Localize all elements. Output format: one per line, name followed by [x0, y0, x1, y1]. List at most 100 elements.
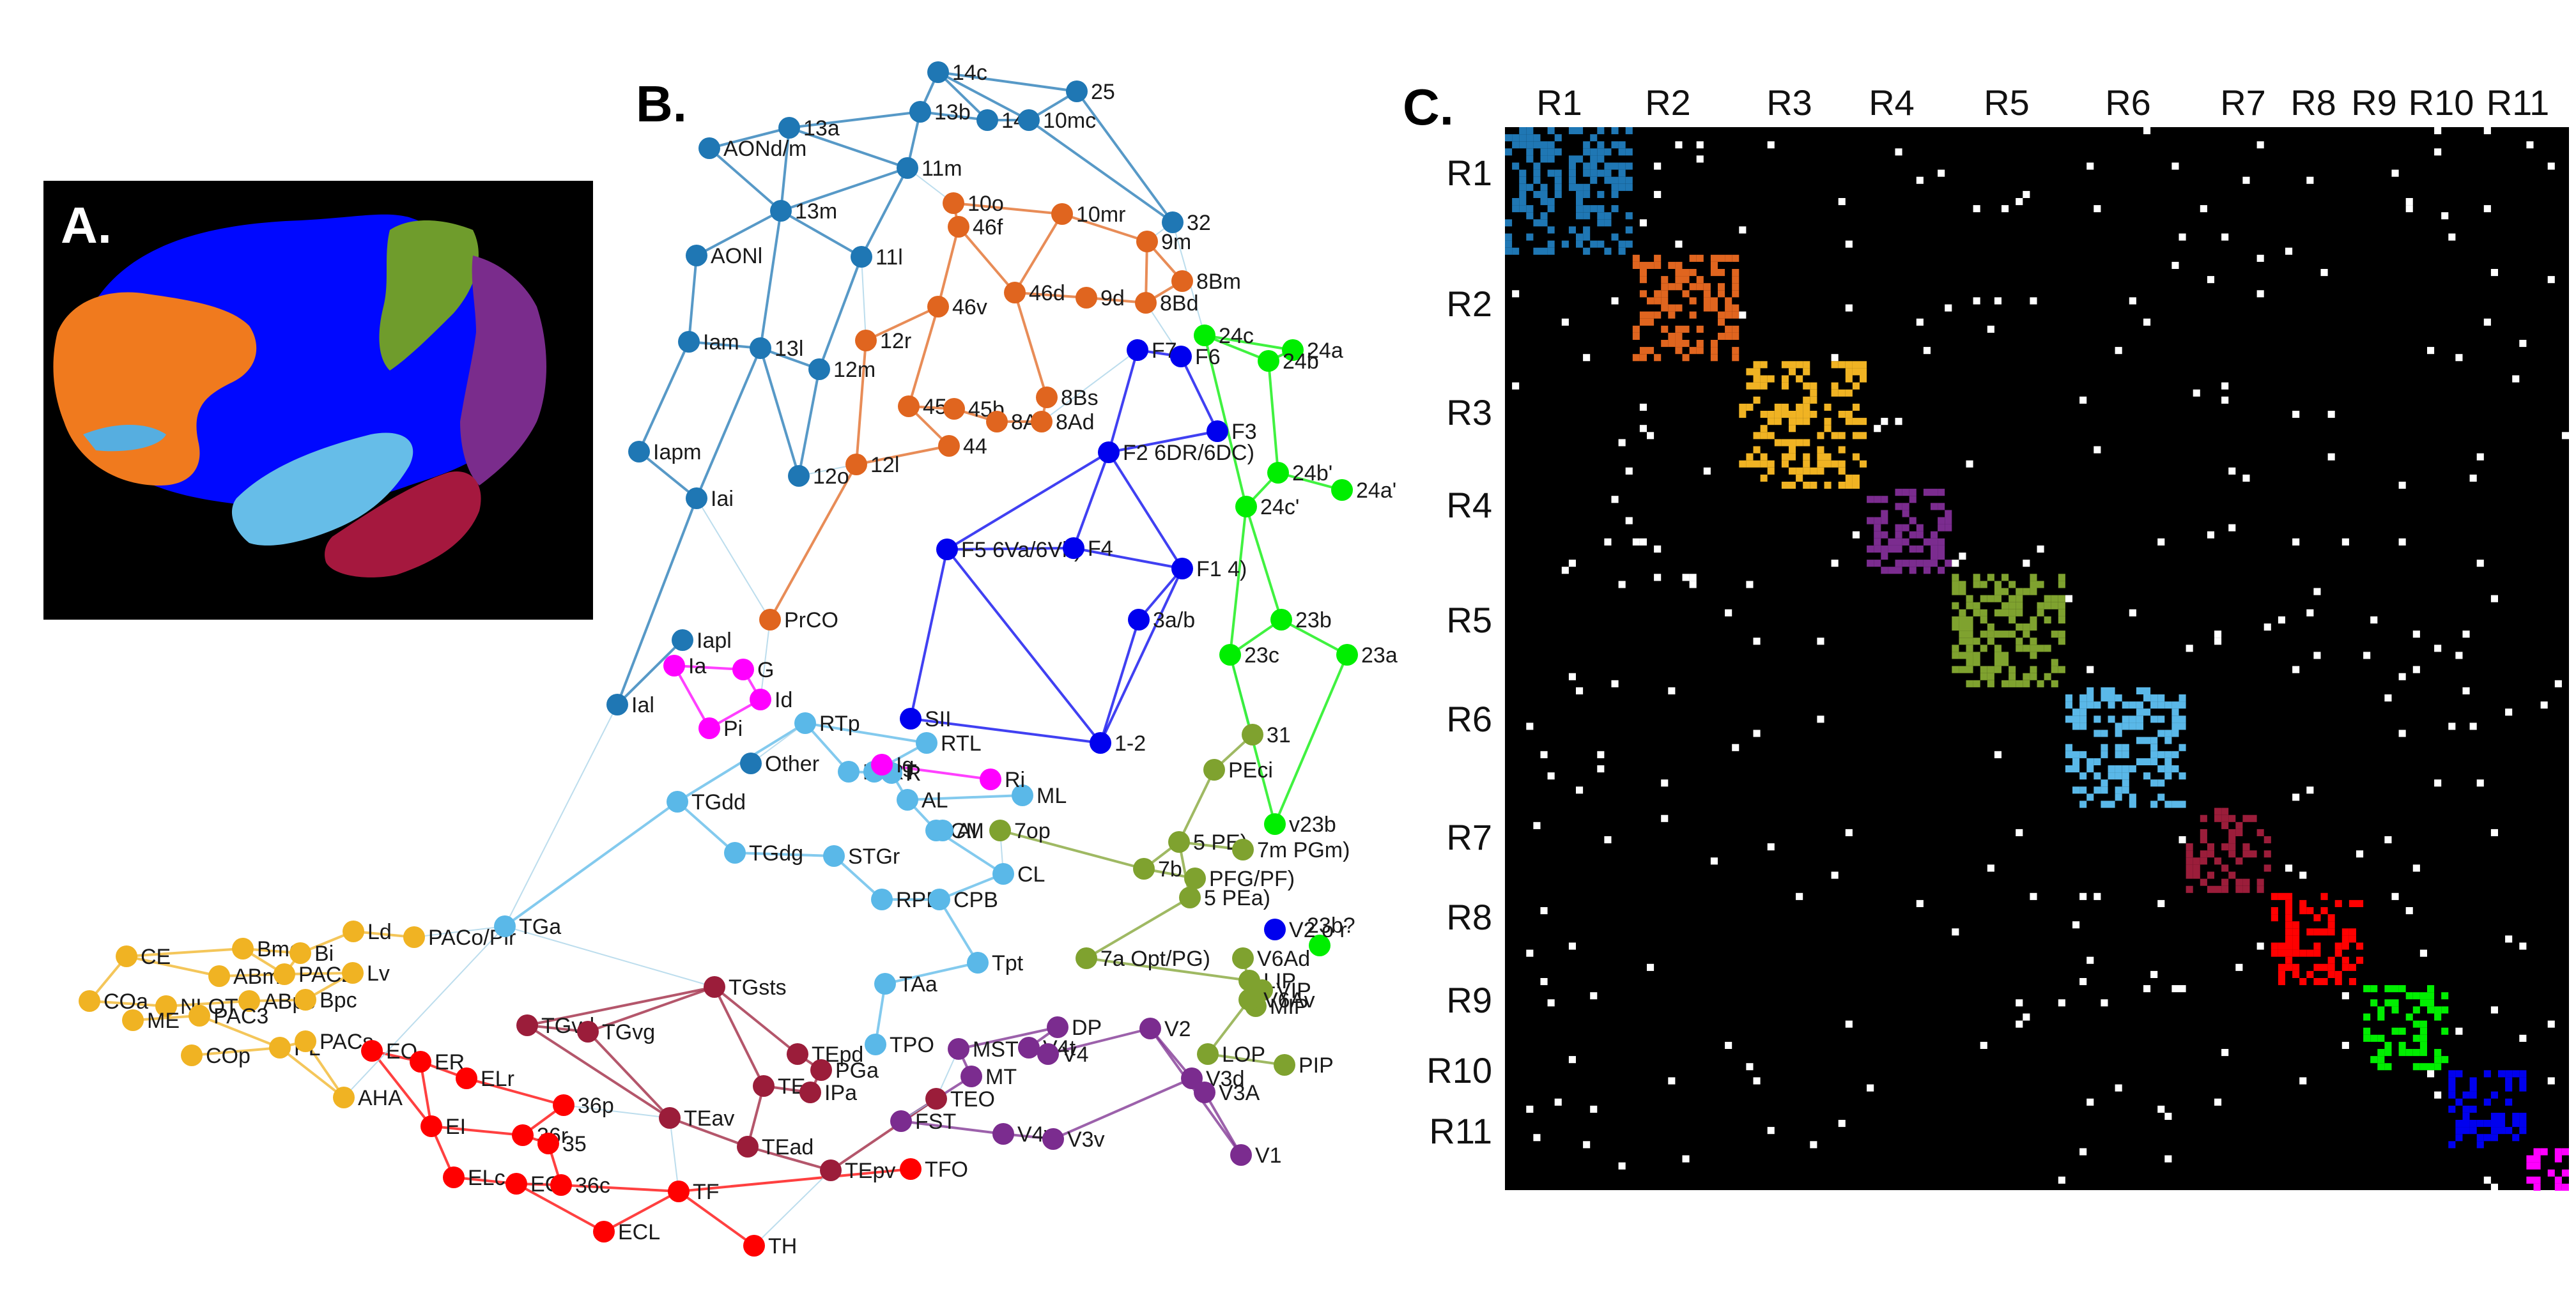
- matrix-cell: [2476, 453, 2484, 461]
- matrix-cell: [2214, 638, 2222, 645]
- matrix-cell: [2016, 999, 2023, 1007]
- matrix-cell: [1845, 411, 1853, 418]
- matrix-cell: [2398, 730, 2406, 737]
- matrix-cell: [1909, 517, 1917, 524]
- network-node: F6: [1170, 345, 1221, 369]
- network-node: TEO: [925, 1087, 995, 1112]
- matrix-cell: [2179, 836, 2186, 844]
- matrix-cell: [1568, 176, 1576, 184]
- matrix-cell: [1654, 162, 1662, 170]
- network-node-dot: [753, 1075, 775, 1097]
- network-node-dot: [967, 952, 989, 974]
- network-node: V3v: [1042, 1128, 1105, 1152]
- matrix-cell: [1583, 354, 1591, 362]
- matrix-cell: [2405, 907, 2413, 915]
- brain-inferior-temporal-region: [325, 471, 481, 577]
- matrix-cell: [1845, 474, 1853, 482]
- network-node-dot: [787, 1043, 808, 1065]
- network-node-dot: [851, 246, 872, 268]
- matrix-cell: [2363, 1013, 2371, 1021]
- matrix-cell: [2221, 233, 2229, 241]
- matrix-cell: [1994, 666, 2001, 673]
- network-node-label: TGa: [519, 915, 561, 939]
- matrix-cell: [1632, 354, 1640, 362]
- matrix-cell: [2235, 963, 2243, 971]
- network-node-label: F5 6Va/6Vb): [961, 538, 1081, 562]
- matrix-cell: [1505, 240, 1513, 248]
- matrix-cell: [1512, 134, 1520, 142]
- matrix-cell: [1533, 190, 1541, 198]
- matrix-cell: [1703, 283, 1711, 291]
- matrix-cell: [1540, 198, 1548, 206]
- matrix-cell: [1732, 354, 1739, 362]
- matrix-cell: [1710, 304, 1718, 312]
- matrix-cell: [2256, 290, 2264, 298]
- matrix-cell: [2228, 467, 2236, 475]
- network-node-label: 12o: [813, 464, 849, 489]
- network-node-label: F2 6DR/6DC): [1123, 441, 1254, 465]
- matrix-cell: [2313, 949, 2321, 957]
- network-edge: [855, 340, 867, 465]
- network-node: 1-2: [1090, 731, 1146, 756]
- matrix-cell: [2171, 800, 2179, 808]
- matrix-cell: [2419, 999, 2427, 1007]
- matrix-cell: [2016, 588, 2023, 595]
- matrix-cell: [2320, 269, 2328, 277]
- matrix-cell: [2271, 914, 2278, 922]
- matrix-cell: [2462, 1105, 2470, 1113]
- matrix-cell: [2419, 949, 2427, 957]
- matrix-cell: [2157, 701, 2165, 709]
- matrix-cell: [2115, 1084, 2122, 1092]
- matrix-cell: [1668, 332, 1676, 340]
- matrix-cell: [1902, 489, 1909, 496]
- network-node-dot: [208, 965, 230, 987]
- matrix-cell: [2094, 786, 2101, 794]
- matrix-cell: [2441, 992, 2449, 1000]
- matrix-cell: [2157, 694, 2165, 702]
- matrix-cell: [1938, 524, 1945, 531]
- network-node-dot: [1181, 1067, 1203, 1089]
- matrix-cell: [2086, 765, 2094, 773]
- network-node-label: ECL: [618, 1220, 660, 1244]
- matrix-cell: [2412, 992, 2420, 1000]
- network-node: 23a: [1336, 643, 1398, 668]
- matrix-cell: [2533, 1155, 2541, 1163]
- matrix-cell: [1647, 432, 1654, 440]
- matrix-cell: [1796, 418, 1803, 425]
- matrix-row-label: R7: [1446, 817, 1492, 857]
- matrix-cell: [1874, 545, 1881, 553]
- network-node-label: 13a: [803, 116, 840, 141]
- matrix-cell: [1590, 169, 1598, 177]
- matrix-cell: [2462, 631, 2470, 638]
- network-node: TEad: [737, 1135, 814, 1159]
- matrix-cell: [1746, 368, 1754, 376]
- matrix-cell: [2009, 602, 2016, 609]
- network-edge: [638, 450, 698, 500]
- matrix-cell: [2512, 1070, 2520, 1078]
- network-node-dot: [929, 889, 950, 910]
- matrix-cell: [1533, 162, 1541, 170]
- matrix-cell: [1547, 240, 1555, 248]
- matrix-cell: [2391, 169, 2399, 177]
- matrix-row-label: R3: [1446, 392, 1492, 432]
- matrix-cell: [1852, 403, 1860, 411]
- network-node: ECL: [593, 1220, 660, 1244]
- matrix-cell: [2320, 892, 2328, 900]
- matrix-cell: [1668, 304, 1676, 312]
- network-node: 11m: [897, 157, 962, 181]
- matrix-cell: [2505, 1070, 2513, 1078]
- matrix-cell: [2150, 701, 2158, 709]
- matrix-cell: [2370, 1034, 2378, 1042]
- matrix-cell: [1852, 474, 1860, 482]
- matrix-cell: [1767, 432, 1775, 440]
- matrix-row-label: R1: [1446, 153, 1492, 193]
- matrix-cell: [1994, 751, 2001, 758]
- matrix-cell: [1796, 361, 1803, 369]
- matrix-cell: [1838, 432, 1846, 440]
- matrix-cell: [1931, 538, 1938, 546]
- matrix-cell: [2306, 609, 2314, 616]
- network-edge: [126, 947, 243, 958]
- matrix-cell: [1654, 574, 1662, 581]
- matrix-cell: [1923, 560, 1931, 567]
- matrix-cell: [2030, 588, 2037, 595]
